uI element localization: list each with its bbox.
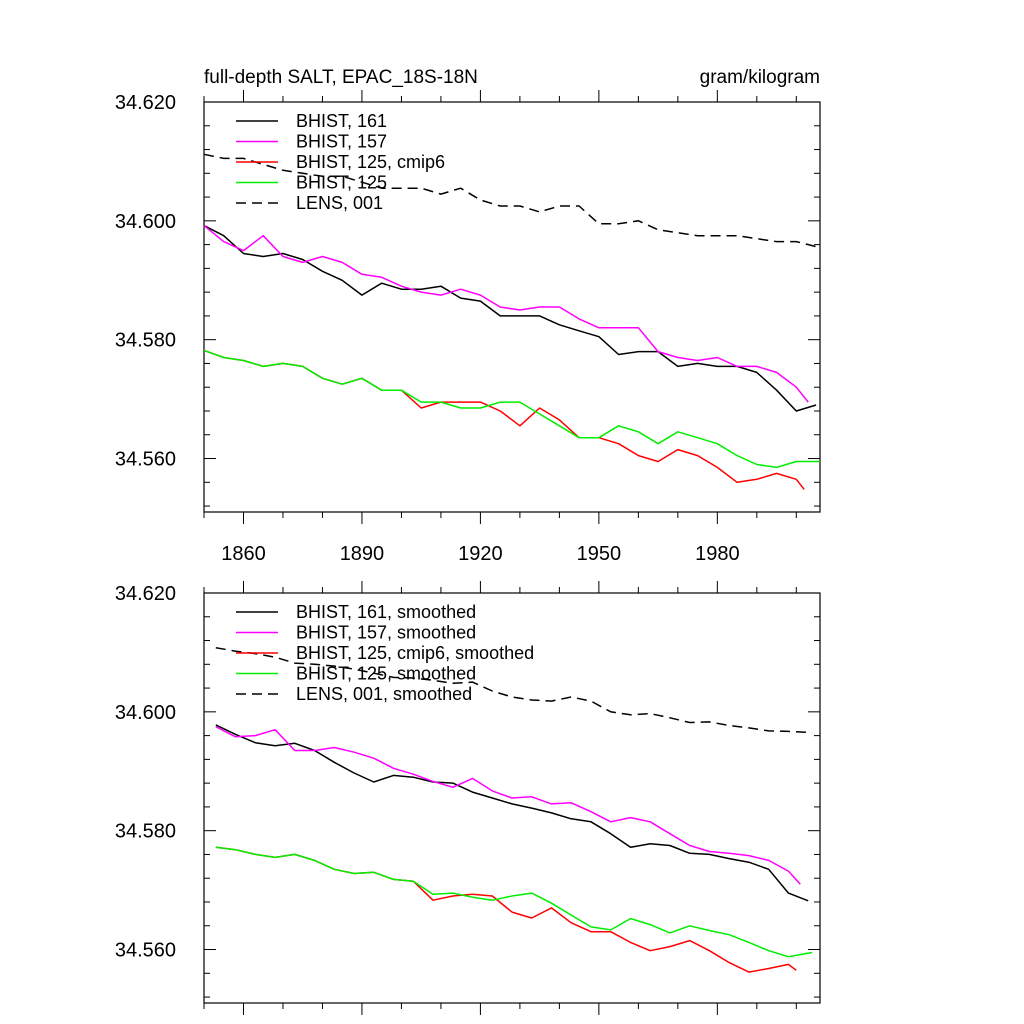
plot-frame xyxy=(203,101,821,513)
series-line xyxy=(203,224,817,412)
series-line xyxy=(203,349,805,490)
series-line xyxy=(215,726,801,885)
series-line xyxy=(215,846,797,973)
bottom-panel: 34.560 34.580 34.600 34.620 BHIST, 161, smoo… xyxy=(115,581,821,1015)
x-tick-label: 1890 xyxy=(340,543,385,565)
legend-label: BHIST, 125, cmip6 xyxy=(296,152,445,172)
x-tick-label: 1860 xyxy=(221,543,266,565)
y-tick-label: 34.620 xyxy=(115,92,176,114)
legend-label: BHIST, 157 xyxy=(296,132,387,152)
legend-label: BHIST, 157, smoothed xyxy=(296,623,476,643)
y-tick-label: 34.580 xyxy=(115,821,176,843)
series-line xyxy=(215,846,813,958)
top-panel: 34.560 34.580 34.600 34.620 1860 1890 1920 1950… xyxy=(115,90,821,565)
y-tick-label: 34.580 xyxy=(115,330,176,352)
legend-label: BHIST, 161 xyxy=(296,111,387,131)
series-line xyxy=(215,724,809,902)
legend-label: BHIST, 125, cmip6, smoothed xyxy=(296,643,534,663)
legend-label: BHIST, 125 xyxy=(296,173,387,193)
series-line xyxy=(215,646,813,734)
y-tick-label: 34.560 xyxy=(115,449,176,471)
x-tick-label: 1980 xyxy=(695,543,740,565)
y-tick-label: 34.620 xyxy=(115,583,176,605)
units-label: gram/kilogram xyxy=(700,67,820,88)
series-line xyxy=(203,225,809,403)
plot-frame xyxy=(203,592,821,1004)
x-tick-label: 1920 xyxy=(458,543,503,565)
figure-title: full-depth SALT, EPAC_18S-18N xyxy=(204,67,478,88)
x-tick-label: 1950 xyxy=(577,543,622,565)
legend-label: LENS, 001, smoothed xyxy=(296,684,472,704)
series-line xyxy=(203,349,820,469)
legend-label: LENS, 001 xyxy=(296,193,383,213)
y-tick-label: 34.600 xyxy=(115,211,176,233)
y-tick-label: 34.600 xyxy=(115,702,176,724)
series-line xyxy=(203,153,821,249)
legend-label: BHIST, 125, smoothed xyxy=(296,664,476,684)
y-tick-label: 34.560 xyxy=(115,940,176,962)
legend-label: BHIST, 161, smoothed xyxy=(296,602,476,622)
